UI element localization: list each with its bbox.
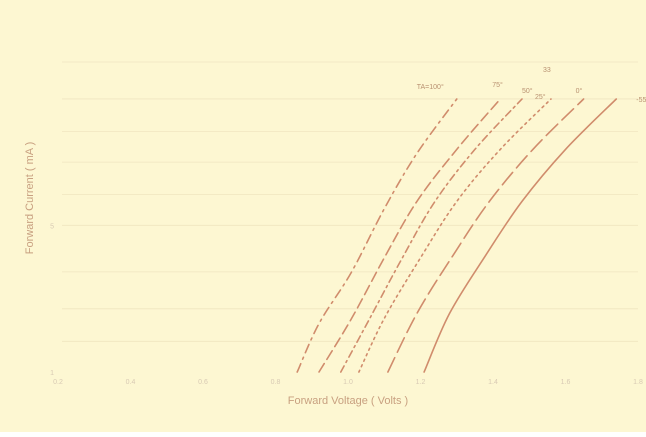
series-curve — [358, 98, 552, 373]
x-tick-label: 0.2 — [53, 379, 63, 386]
y-tick-labels: 15 — [50, 223, 54, 377]
y-tick-label: 5 — [50, 223, 54, 230]
series-curve — [340, 98, 523, 373]
x-axis-label: Forward Voltage ( Volts ) — [288, 395, 408, 407]
y-tick-label: 1 — [50, 370, 54, 377]
series-label: TA=100° — [417, 83, 444, 91]
x-tick-label: 1.6 — [561, 379, 571, 386]
series-label: 75° — [492, 81, 503, 89]
x-tick-label: 1.8 — [633, 379, 643, 386]
grid-lines — [62, 61, 638, 342]
series-curve — [423, 98, 618, 373]
series-curve — [296, 98, 458, 373]
series-label: 0° — [576, 87, 583, 95]
annotation-label: 33 — [543, 67, 551, 74]
x-tick-label: 1.2 — [416, 379, 426, 386]
y-axis-label: Forward Current ( mA ) — [24, 142, 36, 254]
series-label: 25° — [535, 93, 546, 101]
x-tick-label: 1.0 — [343, 379, 353, 386]
x-tick-labels: 0.2 0.4 0.6 0.8 1.0 1.2 1.4 1.6 1.8 — [53, 379, 643, 386]
x-tick-label: 1.4 — [488, 379, 498, 386]
x-tick-label: 0.8 — [271, 379, 281, 386]
series-curve — [387, 98, 585, 373]
series-label: 50° — [522, 87, 533, 95]
series-curve — [318, 98, 502, 373]
series-label: -55° — [636, 96, 646, 104]
series-curves — [296, 98, 618, 373]
x-tick-label: 0.6 — [198, 379, 208, 386]
x-tick-label: 0.4 — [126, 379, 136, 386]
series-labels: TA=100° 75° 50°25° 0° -55° 33 — [417, 67, 646, 104]
